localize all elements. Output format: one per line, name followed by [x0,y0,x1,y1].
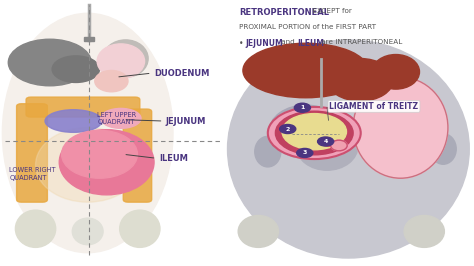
Text: RETROPERITONEAL: RETROPERITONEAL [239,8,329,17]
Ellipse shape [372,55,419,89]
Ellipse shape [59,130,154,195]
Circle shape [294,103,310,112]
Text: 1: 1 [300,105,305,110]
Ellipse shape [52,56,100,82]
Text: 4: 4 [323,139,328,144]
Text: DUODENUM: DUODENUM [154,69,210,78]
Circle shape [282,114,346,150]
Circle shape [275,111,353,155]
Ellipse shape [243,43,369,98]
Text: and: and [279,39,297,45]
Text: LOWER RIGHT
QUADRANT: LOWER RIGHT QUADRANT [9,168,56,181]
Ellipse shape [72,218,103,245]
Ellipse shape [62,130,137,178]
Text: ILEUM: ILEUM [297,39,324,48]
Ellipse shape [255,136,281,167]
Ellipse shape [228,40,469,258]
Ellipse shape [100,109,141,128]
FancyBboxPatch shape [17,104,47,202]
Ellipse shape [330,140,347,151]
Ellipse shape [97,44,145,78]
FancyBboxPatch shape [26,97,140,117]
Ellipse shape [15,210,56,247]
Ellipse shape [9,39,91,86]
Text: EXCEPT for: EXCEPT for [310,8,351,14]
Text: are INTRAPERITONEAL: are INTRAPERITONEAL [319,39,403,45]
Ellipse shape [327,59,393,101]
Ellipse shape [95,70,128,92]
Ellipse shape [119,210,160,247]
Text: 3: 3 [302,151,307,155]
Ellipse shape [2,13,173,253]
Ellipse shape [430,134,456,164]
Text: LIGAMENT of TREITZ: LIGAMENT of TREITZ [329,102,419,111]
Ellipse shape [238,215,279,247]
Ellipse shape [353,77,448,178]
Ellipse shape [296,122,358,170]
Ellipse shape [45,110,102,132]
Ellipse shape [36,128,140,202]
Text: ILEUM: ILEUM [159,154,188,163]
Ellipse shape [103,40,148,77]
Text: PROXIMAL PORTION of the FIRST PART: PROXIMAL PORTION of the FIRST PART [239,24,376,30]
Circle shape [318,137,334,146]
Ellipse shape [322,140,335,146]
Text: JEJUNUM: JEJUNUM [246,39,283,48]
Text: JEJUNUM: JEJUNUM [166,117,206,126]
Text: LEFT UPPER
QUADRANT: LEFT UPPER QUADRANT [97,112,137,125]
Text: •: • [239,39,246,48]
Circle shape [297,148,313,157]
Bar [84,37,94,41]
Circle shape [280,124,296,134]
Text: 2: 2 [285,127,290,131]
FancyBboxPatch shape [123,109,152,202]
Circle shape [268,107,361,159]
Ellipse shape [269,105,342,158]
Ellipse shape [404,215,444,247]
